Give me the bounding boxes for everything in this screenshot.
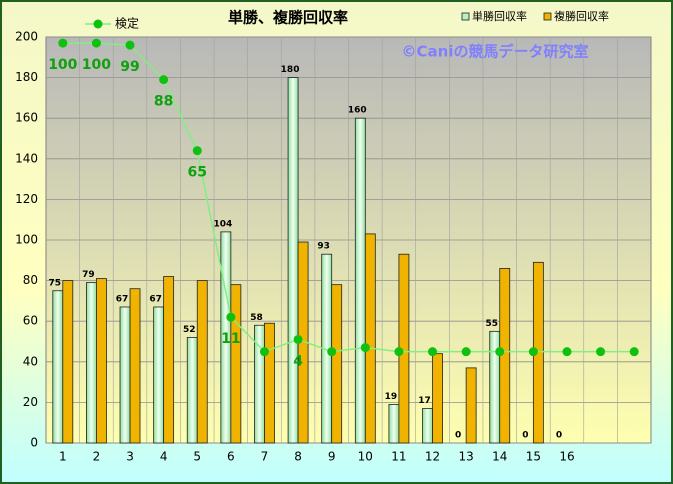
legend-label: 複勝回収率: [554, 9, 609, 23]
line-marker: [327, 347, 337, 357]
line-marker: [293, 334, 303, 344]
line-marker: [495, 347, 505, 357]
bar-value-label: 75: [49, 278, 62, 288]
line-value-label: 100: [82, 57, 111, 73]
x-tick-label: 11: [391, 450, 406, 464]
bar: [186, 337, 198, 444]
line-marker: [562, 347, 572, 357]
y-tick-label: 160: [15, 111, 38, 125]
bar: [62, 280, 74, 444]
line-value-label: 88: [154, 94, 173, 110]
bar-value-label: 79: [82, 270, 95, 280]
y-tick-label: 140: [15, 151, 38, 165]
bar-value-label: 160: [348, 106, 367, 116]
legend-label: 検定: [115, 16, 139, 31]
chart-title: 単勝、複勝回収率: [228, 9, 348, 27]
x-tick-label: 12: [425, 450, 440, 464]
y-tick-label: 200: [15, 30, 38, 44]
line-marker: [528, 347, 538, 357]
line-value-label: 99: [120, 59, 139, 75]
x-tick-label: 7: [261, 450, 269, 464]
bar-value-label: 104: [213, 219, 232, 229]
legend-label: 単勝回収率: [472, 9, 527, 23]
bar-value-label: 52: [183, 325, 196, 335]
x-tick-label: 16: [559, 450, 574, 464]
line-marker: [226, 312, 236, 322]
y-tick-label: 100: [15, 233, 38, 247]
line-marker: [394, 347, 404, 357]
line-value-label: 4: [293, 353, 303, 369]
bar: [287, 77, 299, 444]
line-marker: [428, 347, 438, 357]
line-value-label: 100: [48, 57, 77, 73]
y-tick-label: 40: [23, 354, 38, 368]
x-tick-label: 5: [193, 450, 201, 464]
line-marker: [461, 347, 471, 357]
bar: [432, 353, 443, 444]
bar-value-label: 180: [281, 65, 300, 75]
bar: [153, 306, 165, 444]
bar: [230, 284, 242, 444]
line-marker: [192, 146, 202, 156]
bar-value-label: 67: [116, 294, 129, 304]
bar-value-label: 0: [556, 431, 562, 441]
line-marker: [125, 40, 135, 50]
bar: [422, 408, 433, 444]
x-tick-label: 9: [328, 450, 336, 464]
x-tick-label: 2: [93, 450, 101, 464]
y-tick-label: 80: [23, 273, 38, 287]
line: [62, 42, 635, 353]
line-value-label: 11: [221, 331, 240, 347]
y-tick-label: 120: [15, 192, 38, 206]
line-marker: [629, 347, 639, 357]
bar: [163, 276, 175, 444]
bar: [331, 284, 343, 444]
x-tick-label: 4: [160, 450, 168, 464]
bar-value-label: 67: [149, 294, 162, 304]
y-tick-label: 60: [23, 314, 38, 328]
bar: [119, 306, 131, 444]
x-tick-label: 6: [227, 450, 235, 464]
x-tick-label: 10: [358, 450, 373, 464]
bar-value-label: 17: [418, 396, 431, 406]
x-tick-label: 14: [492, 450, 507, 464]
bar: [96, 278, 107, 444]
line-marker: [596, 347, 606, 357]
bar: [465, 367, 477, 444]
line-marker: [91, 38, 101, 48]
legend-marker: [93, 19, 103, 29]
bar: [86, 282, 97, 444]
bar: [52, 290, 64, 444]
line-marker: [259, 347, 269, 357]
x-tick-label: 8: [294, 450, 302, 464]
bar: [129, 288, 141, 444]
bar: [354, 117, 366, 444]
line-marker: [360, 343, 370, 353]
bar-value-label: 0: [455, 431, 461, 441]
legend-swatch: [543, 12, 552, 21]
y-tick-label: 180: [15, 70, 38, 84]
line-value-label: 65: [188, 165, 207, 181]
y-tick-label: 20: [23, 395, 38, 409]
bar: [364, 233, 376, 444]
line-marker: [159, 75, 169, 85]
bar-value-label: 19: [385, 392, 398, 402]
watermark: ©Caniの競馬データ研究室: [402, 43, 589, 61]
bar: [196, 280, 208, 444]
x-tick-label: 13: [458, 450, 473, 464]
x-tick-label: 3: [126, 450, 134, 464]
bar-value-label: 58: [250, 313, 263, 323]
bar-value-label: 0: [522, 431, 528, 441]
bar-value-label: 93: [317, 242, 330, 252]
bar-value-label: 55: [485, 319, 498, 329]
y-tick-label: 0: [30, 436, 38, 450]
x-tick-label: 1: [59, 450, 67, 464]
bar: [388, 404, 400, 444]
legend-swatch: [461, 12, 470, 21]
line-marker: [58, 38, 68, 48]
x-tick-label: 15: [526, 450, 541, 464]
bar: [264, 322, 275, 444]
